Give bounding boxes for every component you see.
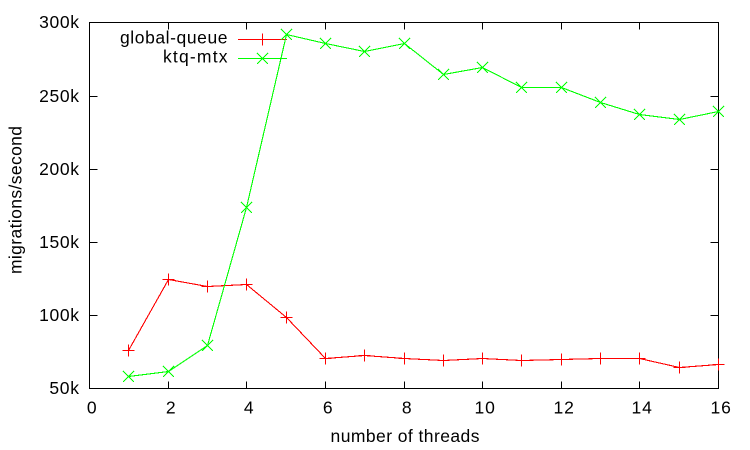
svg-text:ktq-mtx: ktq-mtx — [163, 47, 228, 67]
svg-text:number of threads: number of threads — [331, 426, 480, 446]
svg-text:14: 14 — [632, 398, 653, 418]
svg-text:100k: 100k — [39, 305, 79, 325]
svg-text:200k: 200k — [39, 159, 79, 179]
svg-text:6: 6 — [323, 398, 333, 418]
svg-text:0: 0 — [87, 398, 97, 418]
svg-text:12: 12 — [554, 398, 574, 418]
svg-text:300k: 300k — [39, 12, 79, 32]
svg-text:150k: 150k — [39, 232, 79, 252]
svg-text:50k: 50k — [49, 378, 79, 398]
svg-text:4: 4 — [244, 398, 254, 418]
svg-text:2: 2 — [166, 398, 176, 418]
svg-text:migrations/second: migrations/second — [6, 126, 26, 274]
svg-text:16: 16 — [711, 398, 731, 418]
svg-text:10: 10 — [475, 398, 496, 418]
svg-text:250k: 250k — [39, 86, 79, 106]
svg-text:8: 8 — [402, 398, 412, 418]
svg-text:global-queue: global-queue — [120, 27, 228, 47]
